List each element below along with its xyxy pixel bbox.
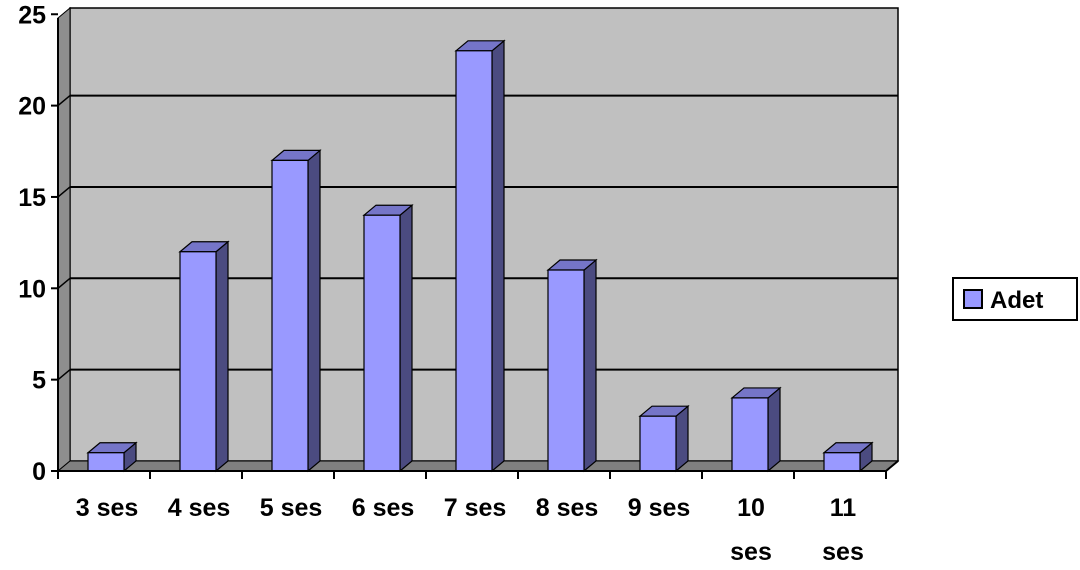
x-tick-label: 8 ses	[536, 494, 599, 522]
bar-front-face	[271, 159, 309, 472]
axes: 0 5 10 15 20 25 3 ses 4 ses 5 ses 6 ses 7 ses 8 ses…	[18, 1, 899, 566]
gridline-side	[57, 186, 71, 198]
x-tick-label: 5 ses	[260, 494, 323, 522]
bar-front-face	[823, 452, 861, 472]
bar	[86, 441, 138, 473]
gridline-side	[57, 277, 71, 289]
bar-front-face	[455, 50, 493, 472]
bar-front-face	[179, 251, 217, 472]
bar-front-face	[731, 397, 769, 472]
x-tick-label: 7 ses	[444, 494, 507, 522]
y-tick-label: 25	[18, 1, 46, 29]
x-tick-label: 3 ses	[76, 494, 139, 522]
y-tick-label: 5	[32, 367, 46, 395]
bar	[270, 149, 322, 473]
plot-side-wall	[57, 6, 71, 473]
bar-side-face	[491, 39, 505, 473]
legend-series-label: Adet	[990, 287, 1043, 314]
y-tick-label: 0	[32, 458, 46, 486]
bar-front-face	[547, 269, 585, 472]
bar-side-face	[399, 203, 413, 473]
bar	[178, 240, 230, 473]
bar	[638, 404, 690, 473]
bar	[546, 258, 598, 473]
legend: Adet	[952, 277, 1078, 321]
legend-swatch	[963, 289, 983, 309]
x-axis-depth-edge	[885, 460, 899, 472]
bar-side-face	[767, 386, 781, 473]
bar-front-face	[87, 452, 125, 472]
bar-side-face	[583, 258, 597, 473]
bars	[86, 39, 874, 473]
bar-front-face	[639, 415, 677, 472]
gridline-side	[57, 95, 71, 107]
x-tick-label: ses	[730, 538, 772, 566]
x-tick-label: 4 ses	[168, 494, 231, 522]
x-tick-label: 6 ses	[352, 494, 415, 522]
gridline-side	[57, 369, 71, 381]
x-tick-label: ses	[822, 538, 864, 566]
y-tick-label: 10	[18, 275, 46, 303]
y-tick-label: 15	[18, 184, 46, 212]
bar-side-face	[675, 404, 689, 473]
bar	[822, 441, 874, 473]
bar-side-face	[215, 240, 229, 473]
bar	[730, 386, 782, 473]
x-tick-label: 11	[830, 494, 857, 522]
bar-front-face	[363, 214, 401, 472]
x-tick-label: 9 ses	[628, 494, 691, 522]
bar	[362, 203, 414, 473]
y-tick-label: 20	[18, 93, 46, 121]
x-tick-label: 10	[737, 494, 765, 522]
bar	[454, 39, 506, 473]
bar-side-face	[307, 149, 321, 473]
